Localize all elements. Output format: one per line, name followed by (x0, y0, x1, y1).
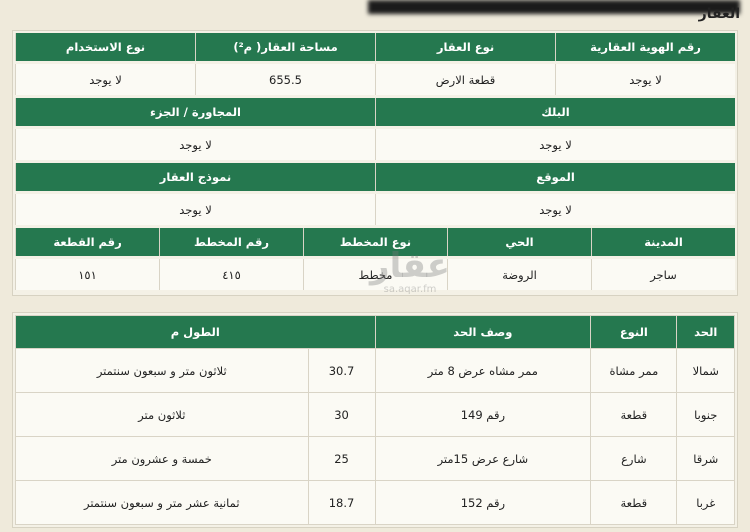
field-value: لا يوجد (15, 129, 375, 160)
field-value: مخطط (303, 259, 447, 290)
field-value: ١٥١ (15, 259, 159, 290)
field-value: ٤١٥ (159, 259, 303, 290)
section-title: العقار (698, 6, 740, 22)
boundary-row: شرقا شارع شارع عرض 15متر 25 خمسة و عشرون متر (15, 436, 735, 481)
property-box: رقم الهوية العقارية نوع العقار مساحة العقا… (12, 30, 738, 296)
field-label: المجاورة / الجزء (15, 98, 375, 126)
field-label: نوع العقار (375, 33, 555, 61)
boundary-cell: 30.7 (307, 348, 376, 393)
header-row: الموقع نموذج العقار (15, 163, 735, 191)
value-row: ساجر الروضة مخطط ٤١٥ ١٥١ (15, 259, 735, 290)
field-label: الحي (447, 228, 591, 256)
field-value: ساجر (591, 259, 735, 290)
field-value: لا يوجد (15, 64, 195, 95)
boundary-cell: قطعة (590, 480, 678, 525)
boundary-cell: قطعة (590, 392, 678, 437)
boundary-cell: 18.7 (307, 480, 376, 525)
field-value: 655.5 (195, 64, 375, 95)
boundaries-table: الحد النوع وصف الحد الطول م شمالا ممر مشاة ممر… (15, 315, 735, 525)
boundary-cell: شارع عرض 15متر (374, 436, 592, 481)
value-row: لا يوجد لا يوجد (15, 129, 735, 160)
header-row: المدينة الحي نوع المخطط رقم المخطط رقم القطع… (15, 228, 735, 256)
boundary-cell: 25 (307, 436, 376, 481)
field-label: مساحة العقار( م²) (195, 33, 375, 61)
boundary-row: جنوبا قطعة رقم 149 30 ثلاثون متر (15, 392, 735, 437)
boundary-cell: ممر مشاة (590, 348, 678, 393)
boundary-cell: 30 (307, 392, 376, 437)
column-header: وصف الحد (374, 315, 592, 349)
watermark: عقار sa.aqar.fm (370, 248, 450, 295)
boundary-cell: ثلاثون متر و سبعون سنتمتر (15, 348, 309, 393)
field-value: الروضة (447, 259, 591, 290)
header-row: رقم الهوية العقارية نوع العقار مساحة العقا… (15, 33, 735, 61)
value-row: لا يوجد لا يوجد (15, 194, 735, 225)
boundary-row: غربا قطعة رقم 152 18.7 ثمانية عشر متر و سبعو… (15, 480, 735, 525)
boundary-cell: ممر مشاه عرض 8 متر (374, 348, 592, 393)
value-row: لا يوجد قطعة الارض 655.5 لا يوجد (15, 64, 735, 95)
watermark-logo: عقار (370, 246, 451, 286)
field-label: المدينة (591, 228, 735, 256)
column-header: النوع (590, 315, 678, 349)
field-label: الموقع (375, 163, 735, 191)
boundary-row: شمالا ممر مشاة ممر مشاه عرض 8 متر 30.7 ثلاثو… (15, 348, 735, 393)
header-row: الحد النوع وصف الحد الطول م (15, 315, 735, 349)
field-label: رقم المخطط (159, 228, 303, 256)
boundary-cell: رقم 152 (374, 480, 592, 525)
column-header: الطول م (15, 315, 376, 349)
field-label: نوع الاستخدام (15, 33, 195, 61)
redacted-bar (368, 0, 740, 14)
field-label: نموذج العقار (15, 163, 375, 191)
field-label: البلك (375, 98, 735, 126)
header-row: البلك المجاورة / الجزء (15, 98, 735, 126)
boundary-cell: رقم 149 (374, 392, 592, 437)
boundary-cell: شمالا (676, 348, 735, 393)
boundary-cell: خمسة و عشرون متر (15, 436, 309, 481)
field-value: لا يوجد (555, 64, 735, 95)
field-label: رقم الهوية العقارية (555, 33, 735, 61)
boundary-cell: ثمانية عشر متر و سبعون سنتمتر (15, 480, 309, 525)
field-value: لا يوجد (375, 194, 735, 225)
boundary-cell: شارع (590, 436, 678, 481)
column-header: الحد (676, 315, 735, 349)
boundaries-box: الحد النوع وصف الحد الطول م شمالا ممر مشاة ممر… (12, 312, 738, 528)
field-value: لا يوجد (375, 129, 735, 160)
field-value: قطعة الارض (375, 64, 555, 95)
field-label: رقم القطعة (15, 228, 159, 256)
boundary-cell: ثلاثون متر (15, 392, 309, 437)
field-value: لا يوجد (15, 194, 375, 225)
field-label: نوع المخطط (303, 228, 447, 256)
boundary-cell: شرقا (676, 436, 735, 481)
boundary-cell: غربا (676, 480, 735, 525)
watermark-url: sa.aqar.fm (383, 284, 437, 295)
boundary-cell: جنوبا (676, 392, 735, 437)
